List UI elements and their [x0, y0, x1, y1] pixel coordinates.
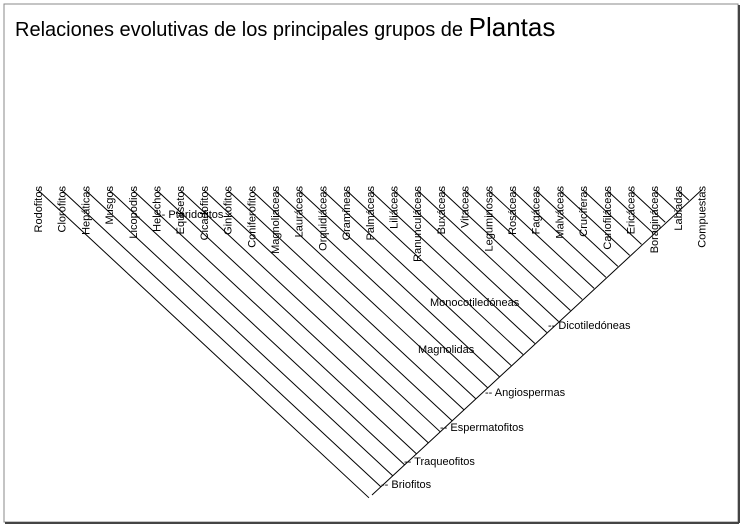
- branch: [37, 189, 370, 499]
- taxon-label: Equisetos: [175, 186, 187, 235]
- taxon-label: Crucíferas: [578, 186, 590, 237]
- taxon-label: Rosáceas: [507, 186, 519, 235]
- taxon-label: Ginkofitos: [223, 186, 235, 235]
- branch: [559, 189, 631, 256]
- branch: [203, 189, 453, 422]
- branch: [227, 189, 465, 411]
- taxon-label: Hepáticas: [80, 186, 92, 235]
- taxon-label: Orquidiáceas: [317, 186, 329, 251]
- branch: [108, 189, 405, 466]
- taxon-label: Vitaceas: [460, 186, 472, 228]
- branch: [250, 189, 476, 399]
- branch: [535, 189, 619, 267]
- branch: [440, 189, 571, 311]
- branch: [298, 189, 500, 377]
- taxon-label: Malváceas: [554, 186, 566, 239]
- clade-label: -- Dicotiledóneas: [548, 320, 631, 332]
- taxon-label: Liliáceas: [389, 186, 401, 229]
- branch: [369, 189, 536, 344]
- taxon-label: Lauráceas: [294, 186, 306, 238]
- branch: [274, 189, 488, 388]
- branch: [393, 189, 548, 333]
- title-emphasis: Plantas: [469, 12, 556, 42]
- branch: [416, 189, 559, 322]
- taxon-label: Cariofiláceas: [602, 186, 614, 250]
- branch: [61, 189, 382, 488]
- taxon-label: Musgos: [104, 186, 116, 225]
- clade-label: -- Angiospermas: [485, 387, 566, 399]
- branch: [677, 189, 690, 201]
- branch: [653, 189, 678, 212]
- clade-label: -- Traqueofitos: [404, 456, 475, 468]
- branch: [85, 189, 394, 477]
- taxon-label: Labiadas: [673, 186, 685, 231]
- branch: [156, 189, 429, 444]
- taxon-label: Leguminosas: [483, 186, 495, 252]
- tree: Rodofitos Clorófitos Hepáticas Musgos Licopo…: [33, 186, 709, 499]
- title-text: Relaciones evolutivas de los principales…: [15, 19, 463, 41]
- clade-label: -- Briofitos: [381, 479, 432, 491]
- taxon-label: Fagáceas: [531, 186, 543, 235]
- branch: [464, 189, 583, 300]
- taxon-label: Gramíneas: [341, 186, 353, 241]
- taxon-label: Boragináceas: [649, 186, 661, 254]
- branch: [345, 189, 524, 355]
- branch: [132, 189, 417, 455]
- taxon-label: Helechos: [152, 186, 164, 232]
- clade-label: Magnolidas: [418, 344, 475, 356]
- taxon-label: Cicadofitos: [199, 186, 211, 241]
- frame: [3, 3, 739, 523]
- taxon-label: Compuestas: [697, 186, 709, 248]
- taxon-label: Licopodios: [128, 186, 140, 239]
- clade-label: -- Pteridofitos: [158, 209, 224, 221]
- clade-label: -- Espermatofitos: [440, 422, 524, 434]
- branch: [511, 189, 607, 278]
- title: Relaciones evolutivas de los principales…: [15, 12, 555, 42]
- branch: [487, 189, 595, 289]
- taxon-label: Coniferofitos: [246, 186, 258, 248]
- taxon-label: Rodofitos: [33, 186, 45, 233]
- taxon-label: Clorófitos: [57, 186, 69, 233]
- branch: [179, 189, 441, 433]
- branch: [606, 189, 654, 234]
- taxon-label: Buxáceas: [436, 186, 448, 235]
- branch: [582, 189, 642, 245]
- taxon-label: Palmáceas: [365, 186, 377, 241]
- clade-label: Monocotiledóneas: [430, 297, 520, 309]
- branch: [630, 189, 666, 223]
- spine: [371, 189, 702, 496]
- taxon-label: Ericáceas: [626, 186, 638, 235]
- taxon-label: Ranunculáceas: [412, 186, 424, 262]
- branch: [322, 189, 512, 366]
- taxon-label: Magnoliaceas: [270, 186, 282, 254]
